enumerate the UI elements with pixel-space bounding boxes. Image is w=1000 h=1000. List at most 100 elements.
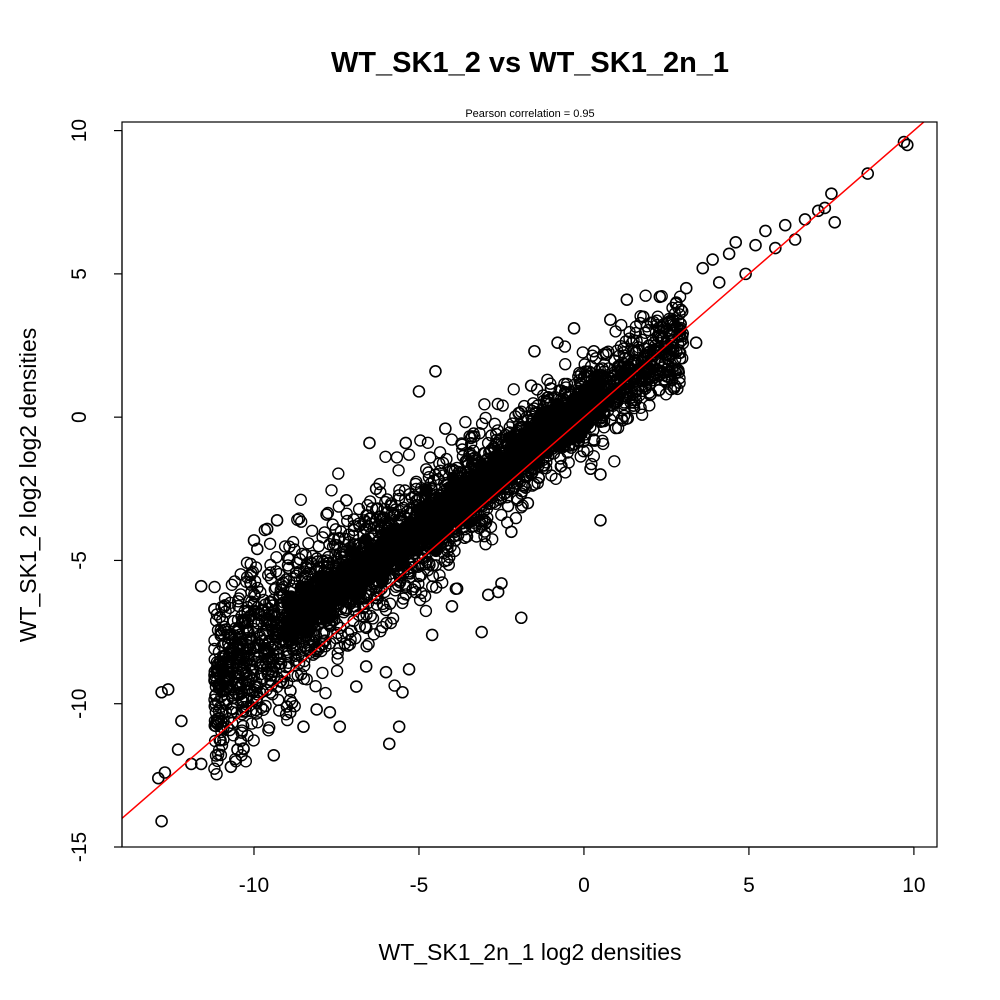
scatter-point <box>370 592 383 605</box>
scatter-point <box>240 556 254 569</box>
scatter-point <box>589 352 603 365</box>
scatter-point <box>668 382 681 395</box>
scatter-point <box>248 575 262 588</box>
scatter-point <box>629 320 643 333</box>
y-tick-label: 5 <box>68 268 91 280</box>
scatter-point <box>292 512 306 525</box>
scatter-point <box>696 261 710 275</box>
scatter-point <box>668 319 682 332</box>
scatter-point <box>639 326 652 339</box>
scatter-point <box>436 576 449 589</box>
scatter-point <box>248 679 262 693</box>
scatter-point <box>337 585 350 598</box>
scatter-point <box>262 724 275 737</box>
y-tick-label: 0 <box>68 411 91 423</box>
scatter-point <box>340 493 353 507</box>
scatter-point <box>414 434 427 447</box>
scatter-point <box>408 580 422 593</box>
scatter-point <box>270 551 283 564</box>
scatter-point <box>282 660 296 673</box>
point-cloud-core <box>280 374 607 644</box>
scatter-point <box>374 625 387 638</box>
scatter-point <box>413 570 426 583</box>
scatter-point <box>208 580 221 594</box>
scatter-point <box>247 622 260 636</box>
scatter-point <box>392 569 406 582</box>
scatter-point <box>373 477 386 491</box>
scatter-point <box>281 713 294 727</box>
scatter-point <box>759 224 772 238</box>
scatter-point <box>579 365 592 378</box>
scatter-point <box>161 683 175 696</box>
scatter-point <box>446 471 460 484</box>
scatter-point <box>208 762 221 775</box>
scatter-point <box>393 484 406 497</box>
scatter-point <box>557 406 571 420</box>
scatter-point <box>636 384 649 398</box>
scatter-point <box>267 749 281 762</box>
scatter-point <box>222 712 235 726</box>
scatter-point <box>411 544 424 557</box>
scatter-point <box>462 458 475 471</box>
scatter-point <box>273 657 286 671</box>
scatter-point <box>380 493 394 506</box>
scatter-point <box>306 549 319 563</box>
scatter-point <box>210 768 223 781</box>
scatter-point <box>300 626 313 639</box>
scatter-point <box>208 734 222 748</box>
scatter-point <box>349 547 362 561</box>
scatter-point <box>194 579 208 593</box>
scatter-point <box>320 508 333 521</box>
scatter-point <box>434 464 447 477</box>
scatter-point <box>225 578 239 591</box>
scatter-point <box>390 451 404 464</box>
scatter-point <box>248 588 261 601</box>
scatter-point <box>467 444 480 457</box>
y-axis: -15 -10 -5 0 5 10 <box>68 119 123 862</box>
scatter-point <box>239 755 253 768</box>
scatter-point <box>285 696 299 710</box>
scatter-point <box>769 241 782 255</box>
scatter-point <box>217 649 231 662</box>
scatter-point <box>289 653 302 667</box>
scatter-point <box>331 647 344 660</box>
scatter-point <box>312 540 325 553</box>
scatter-point <box>514 611 528 625</box>
scatter-point <box>380 616 393 630</box>
scatter-point <box>329 548 342 561</box>
scatter-point <box>396 685 409 699</box>
scatter-point <box>652 321 666 334</box>
scatter-point <box>413 593 427 607</box>
scatter-point <box>788 233 802 246</box>
scatter-point <box>392 720 406 733</box>
scatter-point <box>364 512 377 525</box>
scatter-point <box>573 398 586 412</box>
scatter-point <box>227 729 240 742</box>
scatter-point <box>419 484 432 497</box>
scatter-point <box>527 397 540 410</box>
scatter-point <box>594 401 607 415</box>
scatter-point <box>297 720 310 733</box>
scatter-point <box>318 526 331 539</box>
scatter-point <box>379 603 393 617</box>
scatter-point <box>423 558 436 571</box>
chart-subtitle: Pearson correlation = 0.95 <box>465 108 594 120</box>
scatter-point <box>496 399 509 412</box>
scatter-point <box>528 344 541 358</box>
scatter-point <box>284 684 297 697</box>
scatter-point <box>559 358 572 371</box>
scatter-point <box>211 754 224 768</box>
scatter-point <box>729 236 743 249</box>
y-tick-label: -5 <box>68 551 91 570</box>
scatter-point <box>258 523 271 537</box>
scatter-point <box>255 604 268 618</box>
scatter-point <box>604 313 617 327</box>
scatter-point <box>247 534 261 547</box>
scatter-point <box>382 737 396 751</box>
scatter-point <box>614 368 628 382</box>
scatter-point <box>421 436 435 449</box>
scatter-point <box>643 386 656 399</box>
scatter-point <box>798 213 812 226</box>
scatter-point <box>433 457 446 470</box>
scatter-point <box>358 514 371 527</box>
